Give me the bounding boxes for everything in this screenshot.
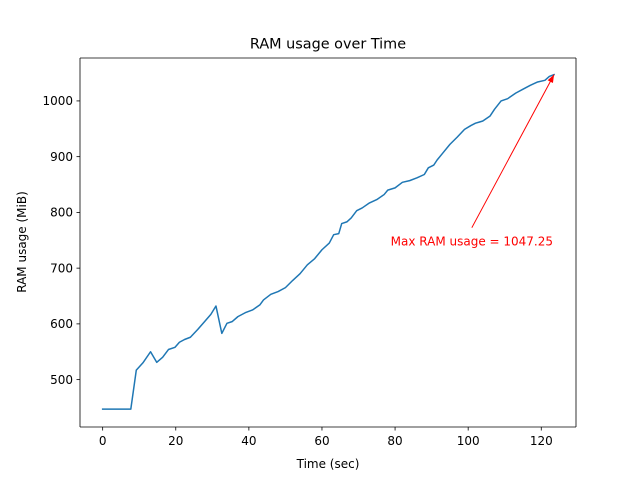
- x-tick-label: 80: [387, 434, 402, 448]
- x-axis-ticks: 0 20 40 60 80 100 120: [99, 427, 553, 448]
- chart-title: RAM usage over Time: [250, 37, 406, 53]
- y-axis-label: RAM usage (MiB): [15, 191, 29, 293]
- annotation-arrow-head: [547, 74, 555, 84]
- x-axis-label: Time (sec): [296, 457, 360, 471]
- x-tick-label: 100: [457, 434, 480, 448]
- y-tick-label: 1000: [42, 94, 73, 108]
- axes-frame: [79, 57, 577, 428]
- x-tick-label: 40: [241, 434, 256, 448]
- annotation-label: Max RAM usage = 1047.25: [391, 235, 553, 249]
- x-tick-label: 120: [530, 434, 553, 448]
- x-tick-label: 0: [99, 434, 107, 448]
- annotation-arrow-shaft: [471, 74, 555, 228]
- y-tick-label: 800: [50, 206, 73, 220]
- series-layer: [101, 73, 556, 410]
- y-axis-ticks: 500 600 700 800 900 1000: [42, 94, 80, 387]
- x-tick-label: 20: [168, 434, 183, 448]
- series-line-1: [101, 73, 556, 410]
- x-tick-label: 60: [314, 434, 329, 448]
- y-tick-label: 600: [50, 317, 73, 331]
- y-tick-label: 500: [50, 373, 73, 387]
- y-tick-label: 900: [50, 150, 73, 164]
- y-tick-label: 700: [50, 261, 73, 275]
- annotation-layer: Max RAM usage = 1047.25: [391, 74, 555, 249]
